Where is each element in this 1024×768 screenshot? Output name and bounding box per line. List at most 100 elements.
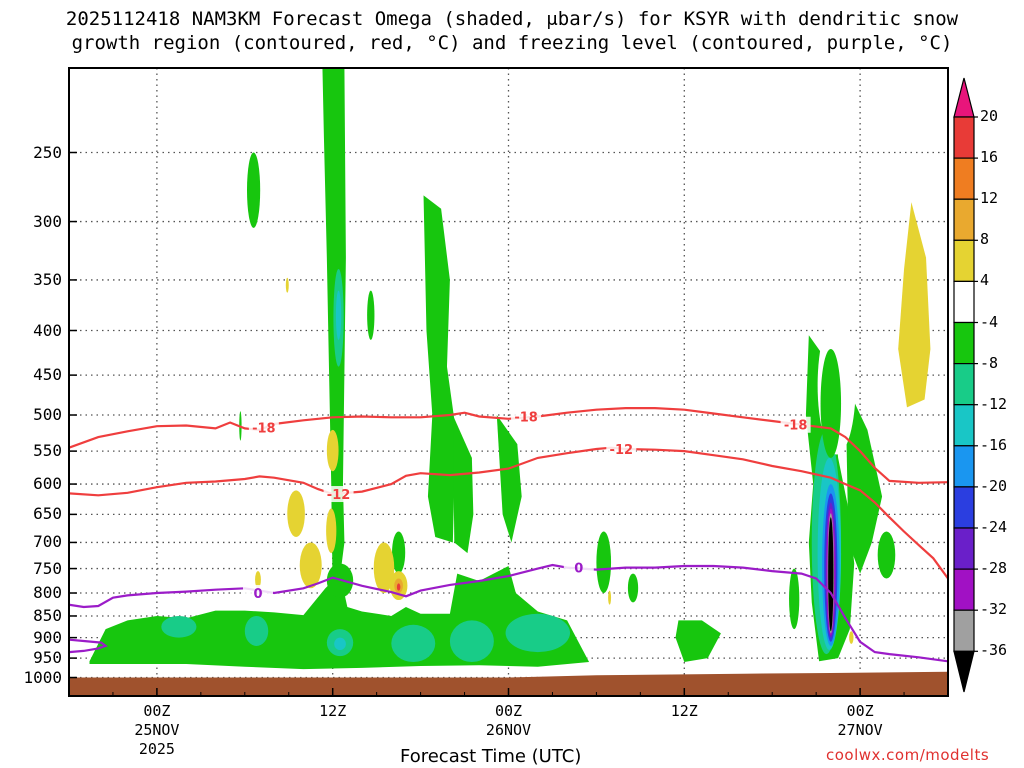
colorbar-label: -16 (980, 435, 1008, 454)
contour-label: -18 (252, 422, 276, 437)
contour--12-C (69, 446, 948, 580)
colorbar-swatch (953, 527, 975, 570)
omega-region-yellow (255, 571, 261, 589)
omega-region-teal (161, 615, 197, 638)
x-tick-label: 00Z (494, 702, 523, 720)
omega-region-teal (505, 613, 571, 653)
omega-region-yellow (849, 631, 854, 644)
colorbar-swatch (953, 321, 975, 365)
colorbar-swatch (953, 404, 975, 447)
contour-label-bg (242, 585, 273, 602)
colorbar-label: 20 (980, 107, 999, 125)
y-tick-label: 600 (33, 474, 62, 494)
colorbar-label: 16 (980, 148, 999, 167)
omega-shading (69, 68, 948, 696)
x-tick-label: 12Z (319, 702, 347, 720)
y-tick-label: 250 (33, 142, 62, 162)
omega-region-teal (391, 624, 436, 663)
y-tick-label: 300 (33, 211, 62, 231)
x-tick-label: 26NOV (485, 721, 532, 739)
contour-label: -12 (610, 443, 634, 458)
y-tick-label: 650 (33, 504, 62, 524)
omega-region-green (877, 531, 896, 579)
x-tick-label: 12Z (670, 702, 698, 720)
contour-label-bg (780, 416, 811, 433)
colorbar-label: 12 (980, 189, 999, 208)
contour-label: -12 (327, 488, 351, 503)
y-tick-label: 550 (33, 441, 62, 461)
contour-label-bg (563, 559, 594, 576)
colorbar-label: -24 (980, 518, 1008, 536)
colorbar-swatch (953, 445, 975, 488)
terrain-ground (69, 671, 948, 696)
y-tick-label: 500 (33, 405, 62, 424)
colorbar-label: -32 (980, 600, 1008, 619)
chart-title-line1: 2025112418 NAM3KM Forecast Omega (shaded… (65, 8, 959, 30)
colorbar-swatch (953, 486, 975, 529)
omega-region-cyan (334, 637, 346, 651)
omega-region-green (627, 573, 639, 603)
omega-region-green (367, 290, 375, 340)
contour-0-C (69, 563, 948, 663)
omega-region-green (675, 620, 721, 663)
omega-region-yellow-27nov (898, 202, 931, 408)
x-tick-label: 00Z (143, 702, 171, 720)
colorbar-swatch (953, 116, 975, 159)
omega-region-yellow (326, 429, 339, 472)
y-tick-label: 450 (33, 365, 62, 385)
omega-region-yellow (285, 277, 289, 293)
omega-region-red (396, 583, 401, 591)
contour-label-bg (323, 486, 354, 503)
y-tick-label: 900 (33, 627, 62, 647)
y-tick-label: 1000 (23, 667, 62, 687)
colorbar-swatch (953, 198, 975, 241)
contour-label: -18 (784, 419, 808, 434)
omega-region-green (820, 348, 842, 458)
omega-region-green (596, 531, 612, 594)
colorbar (953, 77, 978, 693)
colorbar-label: -28 (980, 559, 1008, 578)
omega-region-yellow (299, 542, 322, 589)
y-tick-label: 850 (33, 605, 62, 625)
y-tick-label: 700 (33, 532, 62, 552)
colorbar-label: -8 (980, 353, 999, 372)
contour--18-C (69, 407, 948, 484)
y-tick-label: 350 (33, 269, 62, 289)
x-tick-label: 25NOV (134, 721, 180, 739)
colorbar-label: 8 (980, 230, 990, 249)
colorbar-swatch (953, 363, 975, 406)
y-tick-label: 750 (33, 558, 62, 578)
omega-region-green (496, 415, 522, 543)
omega-region-green (452, 415, 474, 554)
omega-region-teal (449, 620, 494, 663)
credit-link[interactable]: coolwx.com/modelts (826, 746, 990, 764)
contour-0-C-lower (69, 638, 108, 654)
colorbar-label: -4 (980, 312, 999, 331)
colorbar-tip-bottom (953, 650, 975, 693)
omega-region-black (828, 517, 834, 632)
colorbar-swatch (953, 609, 975, 652)
x-tick-label: 00Z (846, 702, 874, 720)
colorbar-swatch (953, 239, 975, 283)
colorbar-tip-top (953, 77, 975, 118)
omega-region-column-26nov (423, 195, 456, 543)
omega-region-yellow (326, 508, 337, 554)
contour-label: 0 (253, 587, 262, 602)
omega-region-teal (244, 615, 269, 646)
colorbar-label: -36 (980, 641, 1008, 660)
colorbar-swatch (953, 157, 975, 200)
y-tick-label: 400 (33, 320, 62, 340)
contour-label: -18 (514, 411, 538, 426)
chart-title-line2: growth region (contoured, red, °C) and f… (71, 32, 953, 54)
omega-region-cyan (335, 290, 342, 340)
colorbar-label: -20 (980, 476, 1008, 495)
colorbar-swatch (953, 280, 975, 324)
y-tick-label: 950 (33, 648, 62, 668)
contour-label-bg (248, 419, 279, 436)
x-tick-label: 27NOV (837, 721, 883, 739)
y-tick-label: 800 (33, 583, 62, 602)
contour-lines: -18 -18 -18 -12 -12 0 0 (69, 407, 948, 663)
omega-region-yellow (608, 590, 612, 605)
contour-label-bg (606, 441, 637, 458)
